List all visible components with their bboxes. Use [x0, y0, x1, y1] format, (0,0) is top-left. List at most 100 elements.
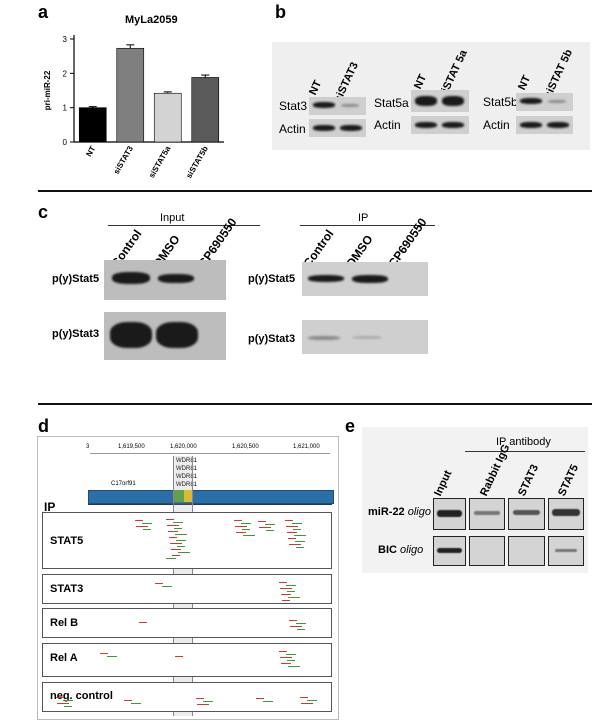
band: [156, 322, 198, 348]
sequence-read: [168, 531, 178, 532]
sequence-read: [135, 520, 143, 521]
divider: [38, 190, 592, 192]
genome-browser: [37, 436, 339, 720]
sequence-read: [175, 534, 187, 535]
gene-label: WDR81: [176, 474, 198, 480]
chip-track-box: [42, 512, 332, 569]
y-tick-label: 0: [63, 138, 68, 147]
row-label: Stat5a: [374, 96, 409, 110]
sequence-read: [234, 520, 242, 521]
gene-exon: [184, 490, 192, 502]
sequence-read: [162, 586, 172, 587]
band: [437, 548, 462, 553]
track-name: STAT5: [50, 535, 84, 547]
band: [415, 122, 437, 128]
band: [474, 511, 500, 515]
sequence-read: [286, 585, 296, 586]
axis-tick: 1,620,500: [232, 444, 259, 450]
band: [547, 122, 569, 128]
track-name: Rel B: [50, 617, 79, 629]
sequence-read: [178, 552, 190, 553]
group-title-input: Input: [160, 212, 185, 224]
chip-track-box: [42, 682, 332, 712]
row-label: Actin: [483, 118, 510, 132]
x-tick-label: siSTAT3: [112, 144, 135, 176]
sequence-read: [243, 535, 255, 536]
band: [520, 98, 542, 104]
blot-strip: [302, 320, 428, 354]
band: [112, 272, 150, 284]
sequence-read: [242, 529, 250, 530]
bar: [191, 77, 220, 143]
panel-c-label: c: [38, 202, 49, 222]
band: [555, 549, 577, 552]
gel-lane: [433, 536, 466, 566]
sequence-read: [196, 698, 204, 699]
sequence-read: [63, 700, 73, 701]
sequence-read: [173, 522, 183, 523]
gel-lane: [433, 498, 466, 530]
sequence-read: [175, 656, 183, 657]
row-label: p(y)Stat3: [52, 328, 100, 340]
sequence-read: [170, 543, 182, 544]
band: [110, 322, 152, 348]
row-suffix: oligo: [407, 506, 431, 518]
band: [442, 96, 464, 106]
row-label: Stat5b: [483, 95, 518, 109]
panel-b-label: b: [275, 2, 286, 22]
y-tick-label: 3: [63, 35, 68, 44]
sequence-read: [287, 532, 297, 533]
y-tick-label: 2: [63, 69, 68, 78]
row-label: Actin: [374, 118, 401, 132]
header-underline: [465, 451, 585, 452]
sequence-read: [57, 703, 69, 704]
gel-lane: [469, 498, 505, 530]
axis-tick: 3: [86, 444, 90, 450]
sequence-read: [300, 697, 308, 698]
gene-label: WDR81: [176, 482, 198, 488]
sequence-read: [294, 535, 306, 536]
sequence-read: [166, 558, 176, 559]
axis-line: [90, 453, 330, 454]
x-tick-label: siSTAT5b: [184, 144, 210, 180]
row-label: Stat3: [279, 99, 308, 113]
band: [352, 275, 388, 283]
gel-lane: [508, 536, 545, 566]
axis-tick: 1,621,000: [293, 444, 320, 450]
gene-label: WDR81: [176, 466, 198, 472]
track-name: neg. control: [50, 690, 113, 702]
sequence-read: [176, 540, 186, 541]
band: [415, 96, 437, 106]
band: [308, 275, 344, 282]
sequence-read: [136, 526, 148, 527]
bar: [78, 107, 107, 143]
sequence-read: [280, 588, 292, 589]
x-tick-label: siSTAT5a: [147, 144, 173, 180]
group-underline: [108, 225, 260, 226]
sequence-read: [263, 701, 273, 702]
sequence-read: [241, 523, 251, 524]
track-name: STAT3: [50, 583, 84, 595]
row-label: p(y)Stat3: [248, 333, 296, 345]
sequence-read: [288, 666, 300, 667]
band: [437, 510, 462, 517]
sequence-read: [290, 626, 302, 627]
sequence-read: [279, 651, 287, 652]
band: [352, 336, 382, 339]
row-label: Actin: [279, 122, 306, 136]
sequence-read: [107, 656, 117, 657]
sequence-read: [258, 521, 266, 522]
sequence-read: [288, 597, 300, 598]
blot-strip: [309, 119, 366, 137]
group-title-ip: IP: [358, 212, 369, 224]
sequence-read: [100, 653, 108, 654]
row-label: p(y)Stat5: [248, 273, 296, 285]
blot-strip: [104, 260, 226, 300]
sequence-read: [279, 582, 287, 583]
row-label: miR-22 oligo: [368, 506, 431, 518]
axis-tick: 1,619,500: [118, 444, 145, 450]
bar: [153, 92, 182, 143]
sequence-read: [64, 706, 72, 707]
sequence-read: [166, 519, 174, 520]
gene-track: [88, 490, 334, 504]
